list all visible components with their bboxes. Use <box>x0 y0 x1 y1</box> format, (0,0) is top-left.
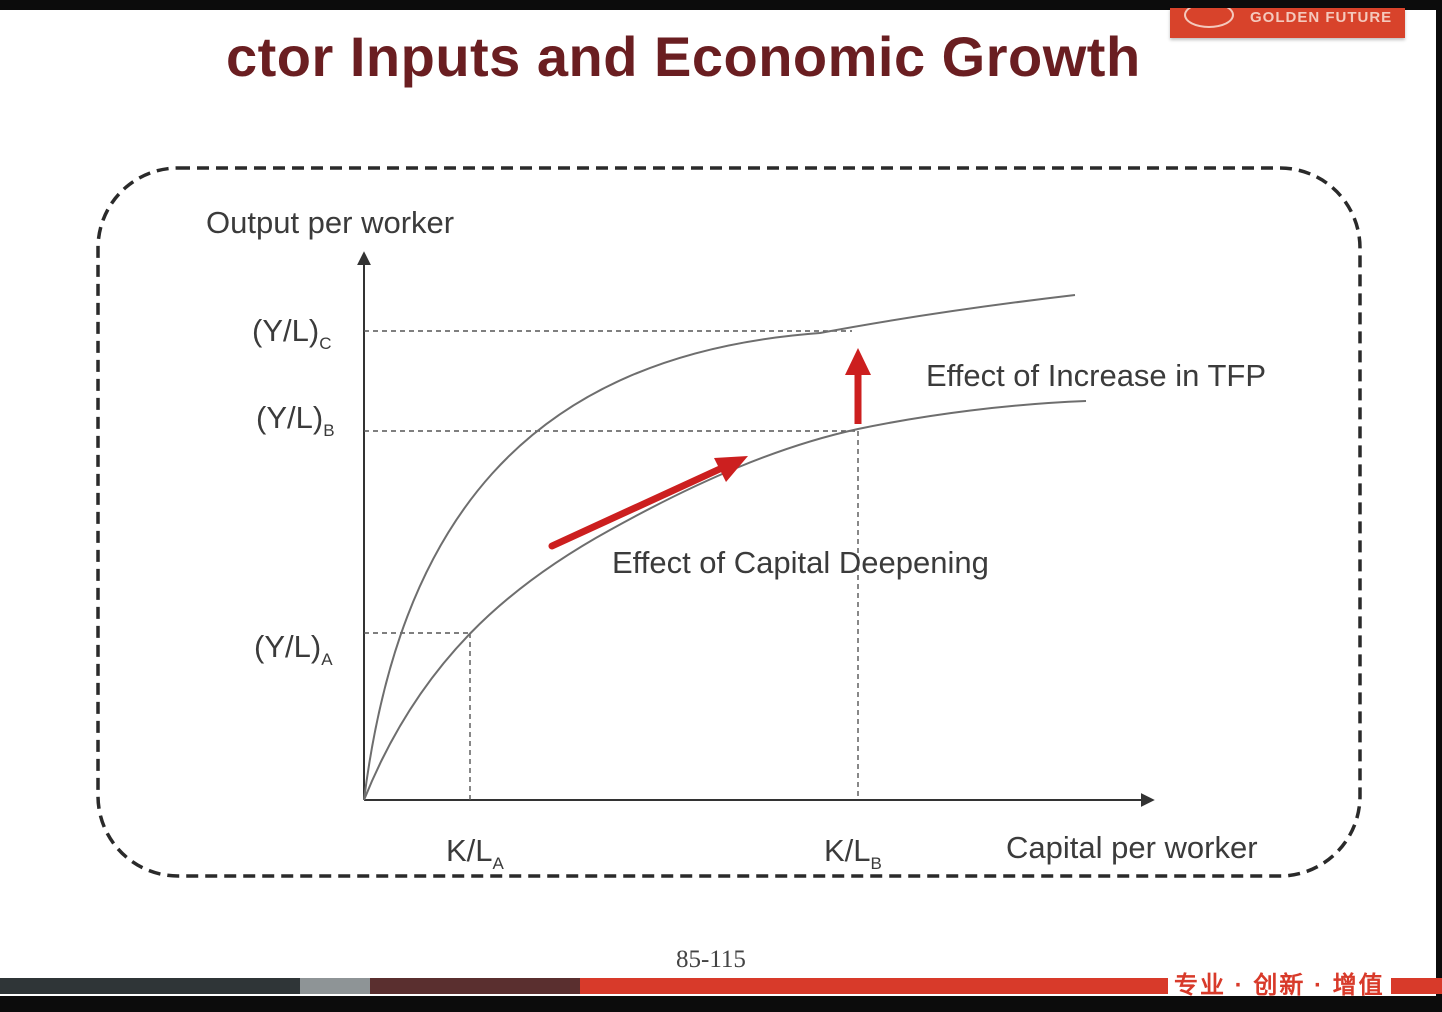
top-black-bar <box>0 0 1442 10</box>
y-tick-yc: (Y/L)C <box>252 313 331 353</box>
dashed-frame <box>96 166 1362 878</box>
production-curve-high-tfp <box>363 294 1076 801</box>
logo-text: GOLDEN FUTURE <box>1250 9 1393 26</box>
tfp-arrowhead-icon <box>845 348 871 375</box>
capital-deepening-arrow-shaft <box>548 464 726 550</box>
capital-deepening-arrowhead-icon <box>714 456 748 482</box>
x-axis-label: Capital per worker <box>1006 830 1258 865</box>
y-tick-yb: (Y/L)B <box>256 400 335 440</box>
page-number: 85-115 <box>676 946 746 973</box>
x-tick-klb: K/LB <box>824 833 882 873</box>
capital-deepening-annotation: Effect of Capital Deepening <box>612 545 989 580</box>
slide-title: ctor Inputs and Economic Growth <box>226 25 1141 88</box>
tfp-annotation: Effect of Increase in TFP <box>926 358 1266 393</box>
logo-emblem-icon <box>1184 8 1234 28</box>
right-black-edge <box>1436 0 1442 1012</box>
footer-slogan: 专业 · 创新 · 增值 <box>1168 965 1391 1000</box>
brand-logo: GOLDEN FUTURE <box>1170 8 1405 38</box>
x-tick-kla: K/LA <box>446 833 505 873</box>
y-axis-label: Output per worker <box>206 205 454 240</box>
production-curve-base <box>363 400 1087 801</box>
y-tick-ya: (Y/L)A <box>254 629 333 669</box>
bottom-black-bar <box>0 996 1442 1012</box>
